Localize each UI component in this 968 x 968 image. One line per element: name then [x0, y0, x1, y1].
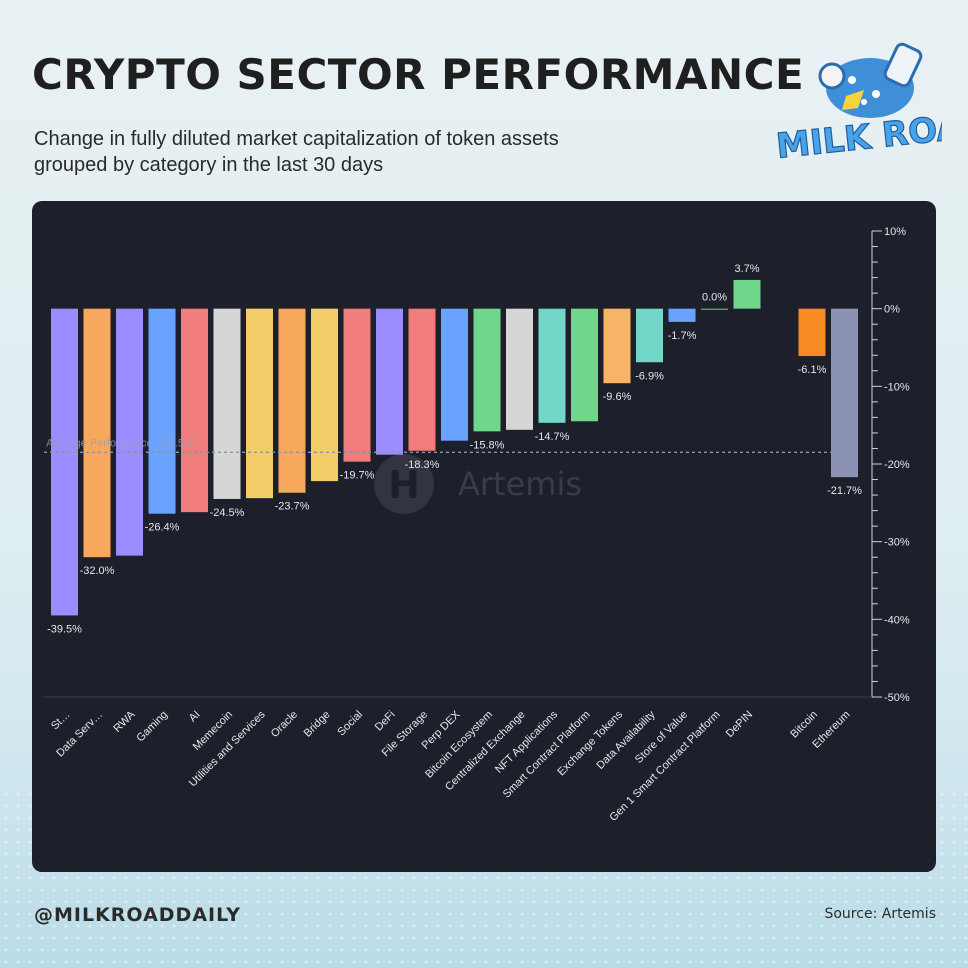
- x-tick-label: Oracle: [269, 709, 300, 740]
- bar-8: [311, 308, 338, 482]
- y-tick-label: -20%: [884, 459, 910, 471]
- bar-22: [798, 308, 826, 357]
- y-tick-label: -40%: [884, 614, 910, 626]
- x-tick-label: St…: [49, 709, 73, 733]
- bar-10: [376, 308, 403, 455]
- bar-15: [538, 308, 566, 423]
- bar-value-label: -24.5%: [210, 507, 245, 519]
- subtitle-line-1: Change in fully diluted market capitaliz…: [34, 128, 559, 150]
- subtitle-line-2: grouped by category in the last 30 days: [34, 154, 384, 176]
- x-tick-label: RWA: [111, 708, 138, 735]
- watermark-text: Artemis: [458, 465, 582, 503]
- x-tick-label: DePIN: [724, 709, 755, 740]
- bar-20: [701, 308, 728, 310]
- y-tick-label: -30%: [884, 537, 910, 549]
- y-tick-label: -50%: [884, 692, 910, 704]
- bar-3: [148, 308, 176, 514]
- page-subtitle: Change in fully diluted market capitaliz…: [34, 126, 734, 178]
- bar-7: [278, 308, 306, 493]
- bar-value-label: -6.9%: [635, 370, 664, 382]
- bar-19: [668, 308, 696, 322]
- bar-23: [831, 308, 858, 478]
- bar-18: [636, 308, 663, 363]
- bar-13: [473, 308, 501, 432]
- bar-value-label: -23.7%: [275, 501, 310, 513]
- bar-1: [83, 308, 111, 558]
- watermark-glyph: H: [388, 463, 420, 507]
- x-tick-label: Data Availability: [594, 708, 658, 772]
- x-tick-label: Bitcoin: [788, 709, 820, 741]
- bar-17: [603, 308, 631, 384]
- chart-svg: H Artemis -39.5% -32.0% -26.4% -24.5% -23.7%…: [44, 226, 910, 824]
- bar-value-label: -9.6%: [603, 391, 632, 403]
- average-label: Average Performance: -18.5%: [46, 437, 194, 449]
- bar-value-label: -19.7%: [340, 470, 375, 482]
- bar-2: [116, 308, 143, 556]
- x-tick-label: AI: [187, 709, 203, 725]
- bar-16: [571, 308, 598, 422]
- page-title: CRYPTO SECTOR PERFORMANCE: [32, 50, 805, 99]
- bar-value-label: -26.4%: [145, 522, 180, 534]
- bar-value-label: -6.1%: [798, 364, 827, 376]
- x-tick-label: Gaming: [134, 709, 170, 745]
- bar-21: [733, 279, 761, 309]
- bar-5: [213, 308, 241, 499]
- footer-source: Source: Artemis: [824, 906, 936, 922]
- bar-6: [246, 308, 273, 499]
- footer-handle: @MILKROADDAILY: [34, 904, 242, 926]
- bar-value-label: -39.5%: [47, 623, 82, 635]
- x-tick-label: Social: [335, 709, 365, 739]
- bar-4: [181, 308, 208, 513]
- bar-value-label: -15.8%: [470, 439, 505, 451]
- bar-11: [408, 308, 436, 451]
- bar-value-label: -32.0%: [80, 565, 115, 577]
- bar-value-label: -14.7%: [535, 431, 570, 443]
- y-tick-label: 10%: [884, 226, 906, 238]
- milk-road-logo-icon: MILK ROAD: [774, 42, 942, 166]
- bar-12: [441, 308, 468, 441]
- y-tick-label: 0%: [884, 304, 900, 316]
- bar-value-label: -18.3%: [405, 459, 440, 471]
- bar-value-label: 3.7%: [734, 263, 759, 275]
- chart-panel: H Artemis -39.5% -32.0% -26.4% -24.5% -23.7%…: [32, 201, 936, 872]
- bar-value-label: -1.7%: [668, 330, 697, 342]
- bar-value-label: -21.7%: [827, 485, 862, 497]
- bar-0: [51, 308, 78, 616]
- bar-14: [506, 308, 533, 430]
- bar-9: [343, 308, 371, 462]
- artemis-watermark: H Artemis: [374, 454, 582, 514]
- y-tick-label: -10%: [884, 381, 910, 393]
- x-tick-label: Bridge: [302, 709, 333, 740]
- bar-value-label: 0.0%: [702, 292, 727, 304]
- x-tick-label: DeFi: [373, 709, 398, 734]
